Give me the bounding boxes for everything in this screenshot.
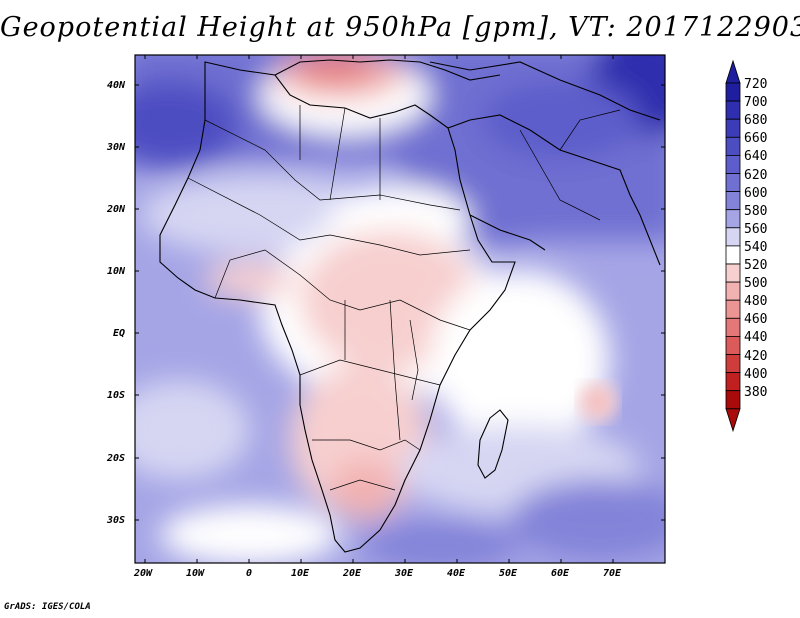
colorbar-label: 380 — [744, 384, 768, 400]
colorbar-swatch — [725, 335, 741, 355]
colorbar-label: 660 — [744, 131, 768, 147]
colorbar-label: 560 — [744, 221, 768, 237]
lon-label-0: 0 — [246, 568, 253, 579]
country-borders — [187, 105, 621, 491]
lon-label-20e: 20E — [343, 568, 362, 579]
axis-ticks — [135, 55, 665, 563]
lat-label-30s: 30S — [107, 515, 126, 526]
lat-label-eq: EQ — [113, 328, 126, 339]
lon-label-30e: 30E — [395, 568, 414, 579]
colorbar-swatch — [725, 100, 741, 120]
colorbar-swatch — [725, 354, 741, 374]
lon-label-50e: 50E — [499, 568, 518, 579]
lat-label-10n: 10N — [107, 266, 126, 277]
colorbar-label: 600 — [744, 185, 768, 201]
lon-label-60e: 60E — [551, 568, 570, 579]
map-title: Geopotential Height at 950hPa [gpm], VT:… — [0, 12, 800, 43]
colorbar-label: 480 — [744, 294, 768, 310]
colorbar-label: 540 — [744, 239, 768, 255]
colorbar-swatch — [725, 317, 741, 337]
colorbar-swatch — [725, 390, 741, 410]
lat-label-20s: 20S — [107, 453, 126, 464]
colorbar-label: 580 — [744, 203, 768, 219]
coastlines — [159, 59, 661, 553]
colorbar-swatch — [725, 263, 741, 283]
colorbar-swatch — [725, 173, 741, 193]
plot-frame — [134, 54, 666, 564]
colorbar-swatch — [725, 154, 741, 174]
grads-credit: GrADS: IGES/COLA — [4, 602, 91, 612]
colorbar-swatch — [725, 136, 741, 156]
lon-label-10w: 10W — [186, 568, 205, 579]
lon-label-70e: 70E — [603, 568, 622, 579]
colorbar-label: 400 — [744, 366, 768, 382]
colorbar-label: 620 — [744, 167, 768, 183]
colorbar-swatch — [725, 209, 741, 229]
colorbar-label: 460 — [744, 312, 768, 328]
lat-label-30n: 30N — [107, 142, 126, 153]
colorbar-label: 640 — [744, 149, 768, 165]
lat-label-10s: 10S — [107, 390, 126, 401]
colorbar-swatch — [725, 191, 741, 211]
colorbar-bottom-arrow — [725, 408, 741, 433]
lat-label-40n: 40N — [107, 80, 126, 91]
lat-label-20n: 20N — [107, 204, 126, 215]
colorbar-label: 680 — [744, 113, 768, 129]
colorbar-top-arrow — [725, 59, 741, 84]
colorbar-label: 520 — [744, 258, 768, 273]
colorbar-label: 420 — [744, 348, 768, 364]
colorbar-label: 500 — [744, 276, 768, 292]
colorbar-swatch — [725, 82, 741, 102]
colorbar-label: 720 — [744, 77, 768, 92]
colorbar-swatch — [725, 245, 741, 265]
colorbar-swatch — [725, 299, 741, 319]
height-field — [135, 55, 665, 563]
colorbar-swatch — [725, 281, 741, 301]
colorbar-label: 440 — [744, 330, 768, 346]
lon-label-10e: 10E — [291, 568, 310, 579]
colorbar-label: 700 — [744, 95, 768, 111]
lon-label-20w: 20W — [134, 568, 153, 579]
lon-label-40e: 40E — [447, 568, 466, 579]
colorbar-swatch — [725, 118, 741, 138]
colorbar-swatch — [725, 227, 741, 247]
colorbar-swatch — [725, 372, 741, 392]
colorbar — [725, 59, 741, 433]
